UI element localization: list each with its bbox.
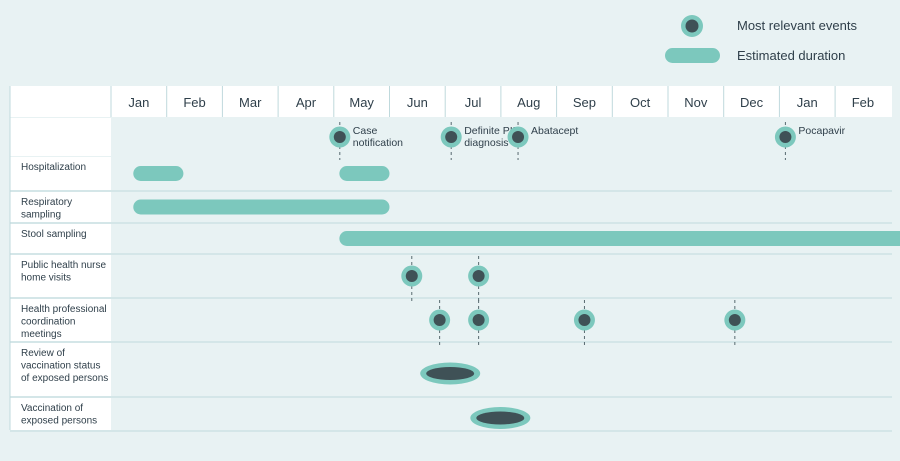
row-label-cell [10,343,111,396]
row-label: Hospitalization [21,162,86,173]
month-label: Dec [740,95,764,110]
month-label: Mar [239,95,262,110]
row-3: Public health nurse home visits [10,255,892,301]
month-header-row [10,86,892,117]
row-label: Review of [21,348,65,359]
milestone-label: Pocapavir [798,125,845,137]
legend-events-label: Most relevant events [737,18,857,33]
duration-bar [339,166,390,181]
row-2: Stool sampling [10,224,900,255]
month-label: Aug [517,95,540,110]
event-dot [405,270,418,282]
milestone-3: Pocapavir [774,122,846,160]
row-label: coordination [21,317,75,328]
milestone-label: Definite PID [464,125,520,137]
event-dot [433,314,446,326]
activity-ellipse [426,367,475,380]
row-label-cell [10,398,111,430]
duration-bar [339,231,900,246]
row-label-cell [10,255,111,297]
event-dot [472,270,485,282]
row-label: sampling [21,210,61,221]
row-label: of exposed persons [21,373,108,384]
month-label: May [349,95,374,110]
row-label-cell [10,157,111,190]
month-label: Jun [407,95,428,110]
legend-duration-icon [665,48,720,63]
milestone-label: Case [353,125,378,137]
month-label: Oct [630,95,651,110]
milestone-label: diagnosis [464,137,508,149]
event-dot [578,314,591,326]
milestone-dot [445,131,458,143]
milestone-dot [779,131,792,143]
month-label: Jan [797,95,818,110]
row-label-cell [10,192,111,222]
row-label: Stool sampling [21,229,87,240]
row-label: Public health nurse [21,260,106,271]
row-label: Vaccination of [21,403,83,414]
row-6: Vaccination of exposed persons [10,398,892,432]
event-dot [728,314,741,326]
duration-bar [133,166,184,181]
milestone-label: notification [353,137,403,149]
row-label: Health professional [21,304,107,315]
row-label-cell [10,299,111,341]
event-dot [472,314,485,326]
milestone-dot [333,131,346,143]
row-label: meetings [21,329,62,340]
row-label: Respiratory [21,197,72,208]
month-label: Jul [465,95,482,110]
month-label: Apr [296,95,317,110]
row-label: vaccination status [21,361,101,372]
milestone-label-cell [10,118,111,156]
legend-event-icon [681,15,703,37]
duration-bar [133,199,390,215]
row-0: Hospitalization [10,157,892,192]
month-label: Sep [573,95,596,110]
milestone-dot [512,131,525,143]
row-label-cell [10,224,111,253]
legend-duration-label: Estimated duration [737,48,845,63]
milestone-label: Abatacept [531,125,578,137]
month-label: Nov [684,95,708,110]
month-label: Jan [128,95,149,110]
row-label: home visits [21,273,71,284]
row-1: Respiratory sampling [10,192,892,224]
month-label: Feb [183,95,205,110]
activity-ellipse [476,411,525,425]
milestone-2: Abatacept [507,122,578,160]
month-label: Feb [852,95,874,110]
row-label: exposed persons [21,416,97,427]
